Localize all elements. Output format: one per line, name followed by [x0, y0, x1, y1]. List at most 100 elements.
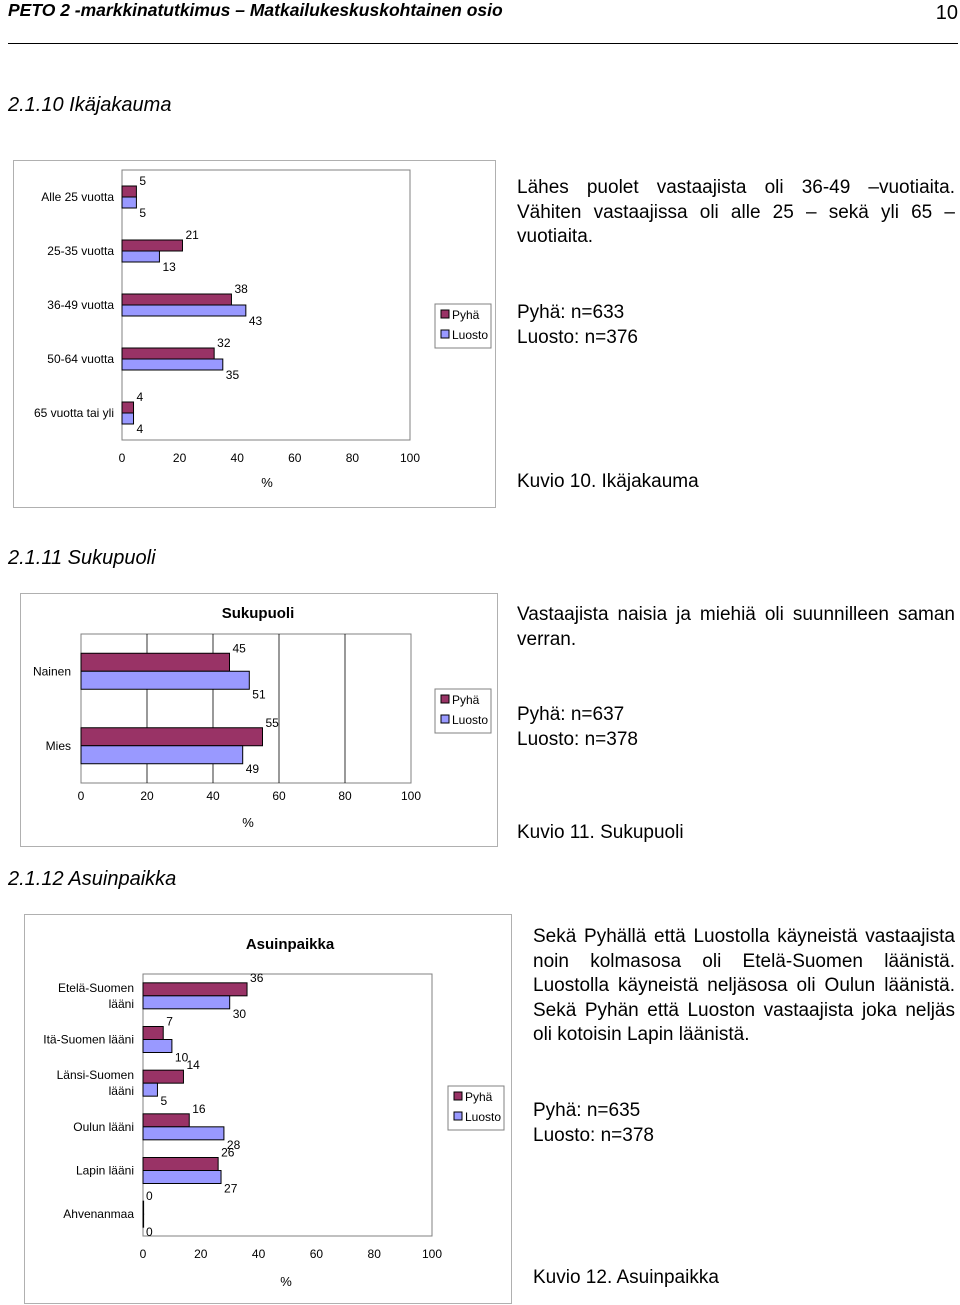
data-label: 36	[250, 971, 264, 985]
x-tick-label: 40	[231, 451, 245, 465]
age-stat-luosto: Luosto: n=376	[517, 326, 638, 348]
chart-title: Asuinpaikka	[246, 936, 335, 953]
bar	[142, 995, 231, 1010]
document-title: PETO 2 -markkinatutkimus – Matkailukesku…	[8, 0, 503, 20]
data-label: 13	[162, 260, 176, 274]
x-tick-label: 0	[140, 1247, 147, 1261]
data-label: 5	[139, 206, 146, 220]
bar	[121, 304, 247, 317]
data-label: 27	[224, 1182, 238, 1196]
category-label: Oulun lääni	[73, 1120, 134, 1134]
category-label: Itä-Suomen lääni	[43, 1033, 134, 1047]
x-tick-label: 80	[346, 451, 360, 465]
x-axis-label: %	[261, 475, 273, 490]
bar	[142, 1213, 145, 1228]
header-rule	[8, 43, 958, 44]
x-tick-label: 100	[401, 789, 421, 803]
age-description: Lähes puolet vastaajista oli 36-49 –vuot…	[517, 177, 955, 247]
chart-title: Sukupuoli	[222, 605, 295, 622]
legend-label: Luosto	[452, 713, 488, 727]
data-label: 45	[233, 641, 247, 655]
data-label: 55	[266, 716, 280, 730]
category-label: Ahvenanmaa	[63, 1207, 134, 1221]
category-label: Länsi-Suomen	[57, 1068, 134, 1082]
data-label: 14	[186, 1058, 200, 1072]
data-label: 30	[233, 1007, 247, 1021]
residence-figure-caption: Kuvio 12. Asuinpaikka	[533, 1267, 719, 1288]
x-tick-label: 0	[119, 451, 126, 465]
data-label: 21	[185, 228, 199, 242]
gender-stat-pyha: Pyhä: n=637	[517, 704, 625, 725]
bar	[80, 652, 230, 672]
category-label: 36-49 vuotta	[47, 298, 114, 312]
category-label: Alle 25 vuotta	[41, 190, 114, 204]
section-heading-age: 2.1.10 Ikäjakauma	[8, 94, 172, 116]
bar	[121, 347, 215, 360]
category-label: lääni	[109, 1084, 134, 1098]
data-label: 0	[146, 1225, 153, 1239]
section-heading-gender: 2.1.11 Sukupuoli	[8, 547, 156, 569]
gender-sample-sizes: Pyhä: n=637 Luosto: n=378	[517, 703, 638, 752]
gender-figure-caption: Kuvio 11. Sukupuoli	[517, 822, 684, 843]
page-header: PETO 2 -markkinatutkimus – Matkailukesku…	[8, 0, 958, 44]
residence-description: Sekä Pyhällä että Luostolla käyneistä va…	[533, 926, 955, 1045]
age-figure-caption: Kuvio 10. Ikäjakauma	[517, 471, 699, 492]
data-label: 28	[227, 1138, 241, 1152]
x-tick-label: 60	[288, 451, 302, 465]
bar	[121, 250, 160, 263]
residence-stat-pyha: Pyhä: n=635	[533, 1100, 641, 1121]
category-label: Lapin lääni	[76, 1164, 134, 1178]
x-tick-label: 60	[272, 789, 286, 803]
residence-stat-luosto: Luosto: n=378	[533, 1124, 654, 1146]
x-tick-label: 40	[206, 789, 220, 803]
legend-swatch	[440, 309, 450, 319]
x-axis-label: %	[280, 1274, 292, 1289]
plot-area	[142, 973, 433, 1237]
data-label: 5	[160, 1094, 167, 1108]
bar	[121, 412, 135, 425]
legend-label: Pyhä	[452, 308, 480, 322]
category-label: lääni	[109, 997, 134, 1011]
data-label: 0	[146, 1189, 153, 1203]
data-label: 32	[217, 336, 231, 350]
gender-description: Vastaajista naisia ja miehiä oli suunnil…	[517, 604, 955, 650]
x-tick-label: 100	[400, 451, 420, 465]
residence-sample-sizes: Pyhä: n=635 Luosto: n=378	[533, 1099, 654, 1148]
legend-label: Luosto	[465, 1110, 501, 1124]
bar	[142, 1126, 225, 1141]
data-label: 49	[246, 762, 260, 776]
legend-swatch	[440, 694, 450, 704]
data-label: 10	[175, 1051, 189, 1065]
bar	[142, 1026, 164, 1040]
category-label: 65 vuotta tai yli	[34, 406, 114, 420]
data-label: 7	[166, 1015, 173, 1029]
data-label: 35	[226, 368, 240, 382]
bar	[80, 745, 244, 765]
legend-label: Luosto	[452, 328, 488, 342]
x-tick-label: 0	[78, 789, 85, 803]
legend-box	[434, 303, 492, 349]
x-tick-label: 100	[422, 1247, 442, 1261]
data-label: 51	[252, 687, 266, 701]
category-label: 50-64 vuotta	[47, 352, 114, 366]
x-tick-label: 60	[310, 1247, 324, 1261]
age-sample-sizes: Pyhä: n=633 Luosto: n=376	[517, 301, 638, 350]
bar	[142, 1113, 190, 1128]
bar	[142, 1170, 222, 1184]
bar	[142, 1200, 145, 1215]
age-stat-pyha: Pyhä: n=633	[517, 302, 625, 323]
bar	[121, 401, 135, 414]
bar	[121, 185, 137, 198]
legend-label: Pyhä	[452, 693, 480, 707]
data-label: 4	[137, 422, 144, 436]
legend-swatch	[453, 1091, 463, 1101]
x-tick-label: 80	[368, 1247, 382, 1261]
bar	[80, 670, 250, 690]
legend-label: Pyhä	[465, 1090, 493, 1104]
x-tick-label: 20	[173, 451, 187, 465]
x-tick-label: 20	[140, 789, 154, 803]
legend-swatch	[453, 1111, 463, 1121]
category-label: Nainen	[33, 664, 71, 678]
